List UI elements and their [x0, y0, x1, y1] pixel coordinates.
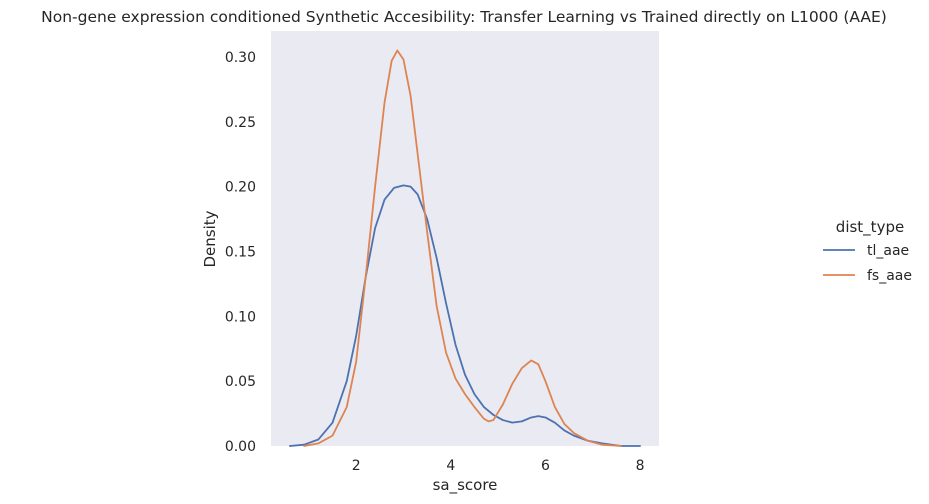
legend-item: fs_aae [823, 268, 912, 284]
x-tick-label: 2 [352, 458, 361, 474]
legend-label: fs_aae [867, 268, 912, 284]
x-tick-label: 4 [446, 458, 455, 474]
legend-entries: tl_aae fs_aae [823, 243, 912, 284]
series-line-tl-aae [289, 184, 641, 447]
y-tick-label: 0.25 [225, 115, 256, 131]
y-axis: 0.00 0.05 0.10 0.15 0.20 0.25 0.30 [225, 50, 256, 455]
y-tick-label: 0.30 [225, 50, 256, 66]
legend-item: tl_aae [823, 243, 909, 259]
y-tick-label: 0.15 [225, 244, 256, 260]
x-axis: 2 4 6 8 [352, 458, 645, 474]
series-layer [289, 49, 641, 447]
chart-title: Non-gene expression conditioned Syntheti… [41, 8, 887, 26]
y-tick-label: 0.20 [225, 180, 256, 196]
x-tick-label: 8 [636, 458, 645, 474]
y-tick-label: 0.05 [225, 374, 256, 390]
legend: dist_type tl_aae fs_aae [823, 218, 912, 284]
x-axis-label: sa_score [433, 476, 498, 495]
series-line-fs-aae [303, 49, 623, 447]
y-tick-label: 0.10 [225, 309, 256, 325]
legend-label: tl_aae [867, 243, 909, 259]
x-tick-label: 6 [541, 458, 550, 474]
y-tick-label: 0.00 [225, 439, 256, 455]
y-axis-label: Density [201, 210, 219, 267]
legend-title: dist_type [836, 218, 904, 237]
plot-area [271, 31, 659, 446]
